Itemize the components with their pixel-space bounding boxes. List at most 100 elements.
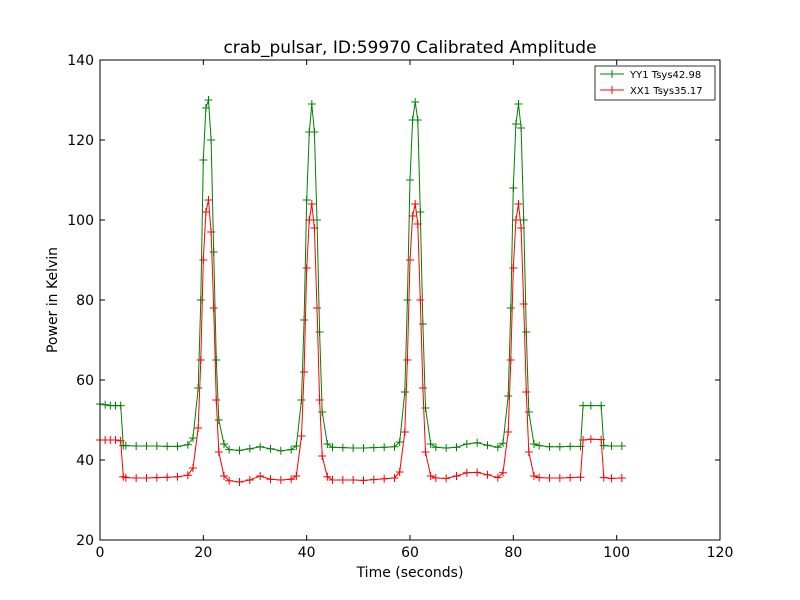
- data-point: [349, 476, 358, 484]
- data-point: [173, 442, 182, 451]
- data-point: [431, 474, 440, 482]
- data-point: [522, 388, 531, 396]
- data-point: [416, 208, 425, 216]
- data-point: [517, 124, 526, 132]
- y-tick-label: 20: [76, 533, 94, 549]
- data-point: [462, 468, 471, 477]
- chart-title: crab_pulsar, ID:59970 Calibrated Amplitu…: [223, 38, 596, 58]
- data-point: [519, 300, 528, 308]
- data-point: [522, 328, 531, 336]
- data-point: [599, 441, 608, 450]
- data-point: [406, 176, 414, 184]
- data-point: [524, 408, 533, 416]
- data-point: [586, 435, 595, 444]
- x-tick-label: 0: [96, 545, 105, 561]
- data-point: [214, 416, 223, 424]
- data-point: [506, 304, 515, 312]
- data-point: [395, 468, 404, 476]
- data-point: [302, 264, 311, 272]
- plot-area: [96, 96, 626, 486]
- data-point: [530, 472, 538, 480]
- x-tick-label: 20: [194, 545, 212, 561]
- data-point: [483, 470, 492, 479]
- data-point: [276, 476, 285, 484]
- data-point: [579, 436, 588, 444]
- data-point: [266, 444, 275, 453]
- data-point: [403, 296, 412, 304]
- data-point: [220, 440, 228, 448]
- data-point: [199, 156, 208, 164]
- data-point: [310, 128, 319, 136]
- data-point: [509, 184, 518, 192]
- data-point: [545, 474, 554, 482]
- data-point: [189, 464, 197, 472]
- data-point: [431, 443, 440, 452]
- data-point: [287, 445, 296, 454]
- data-point: [597, 401, 606, 410]
- data-point: [406, 256, 414, 264]
- data-point: [163, 442, 172, 451]
- data-point: [413, 116, 422, 124]
- data-point: [196, 356, 205, 364]
- data-point: [201, 208, 210, 216]
- data-point: [400, 388, 409, 396]
- data-point: [555, 442, 564, 451]
- legend-marker-xx1: [608, 86, 616, 94]
- data-point: [411, 200, 420, 208]
- data-point: [576, 442, 585, 451]
- data-point: [196, 296, 205, 304]
- data-point: [418, 320, 427, 328]
- data-point: [338, 476, 347, 484]
- data-point: [473, 438, 482, 447]
- data-point: [566, 473, 575, 482]
- data-point: [300, 316, 309, 324]
- data-point: [566, 442, 575, 451]
- data-point: [499, 468, 507, 477]
- data-point: [493, 443, 502, 452]
- data-point: [209, 304, 218, 312]
- data-point: [101, 400, 110, 409]
- data-point: [194, 384, 203, 392]
- data-point: [421, 404, 430, 412]
- data-point: [318, 452, 327, 460]
- data-point: [152, 473, 161, 482]
- data-point: [292, 472, 301, 480]
- data-point: [418, 384, 427, 392]
- x-axis-label: Time (seconds): [356, 565, 464, 581]
- data-point: [442, 444, 451, 452]
- data-point: [183, 471, 192, 480]
- data-point: [524, 448, 533, 456]
- data-point: [359, 444, 368, 452]
- data-point: [359, 476, 368, 485]
- data-point: [266, 475, 275, 484]
- data-point: [225, 445, 234, 454]
- legend: YY1 Tsys42.98 XX1 Tsys35.17: [594, 65, 716, 101]
- data-point: [313, 216, 321, 224]
- data-point: [483, 441, 492, 450]
- data-point: [369, 443, 378, 452]
- data-point: [204, 96, 213, 104]
- data-point: [349, 444, 358, 452]
- data-point: [142, 442, 151, 450]
- data-point: [256, 472, 265, 480]
- data-point: [514, 200, 523, 208]
- legend-label-yy1: YY1 Tsys42.98: [629, 70, 701, 81]
- data-point: [511, 120, 520, 128]
- series-1: [96, 196, 626, 486]
- data-point: [535, 441, 544, 450]
- data-point: [305, 216, 314, 224]
- data-point: [225, 476, 234, 485]
- y-tick-label: 120: [67, 133, 94, 149]
- y-tick-label: 60: [76, 373, 94, 389]
- data-point: [209, 248, 218, 256]
- data-point: [235, 478, 244, 486]
- data-point: [199, 256, 208, 264]
- data-point: [369, 475, 378, 484]
- data-point: [116, 401, 125, 410]
- data-point: [307, 100, 316, 108]
- data-point: [132, 474, 141, 482]
- data-point: [555, 474, 564, 482]
- data-point: [235, 446, 244, 455]
- data-point: [201, 104, 210, 112]
